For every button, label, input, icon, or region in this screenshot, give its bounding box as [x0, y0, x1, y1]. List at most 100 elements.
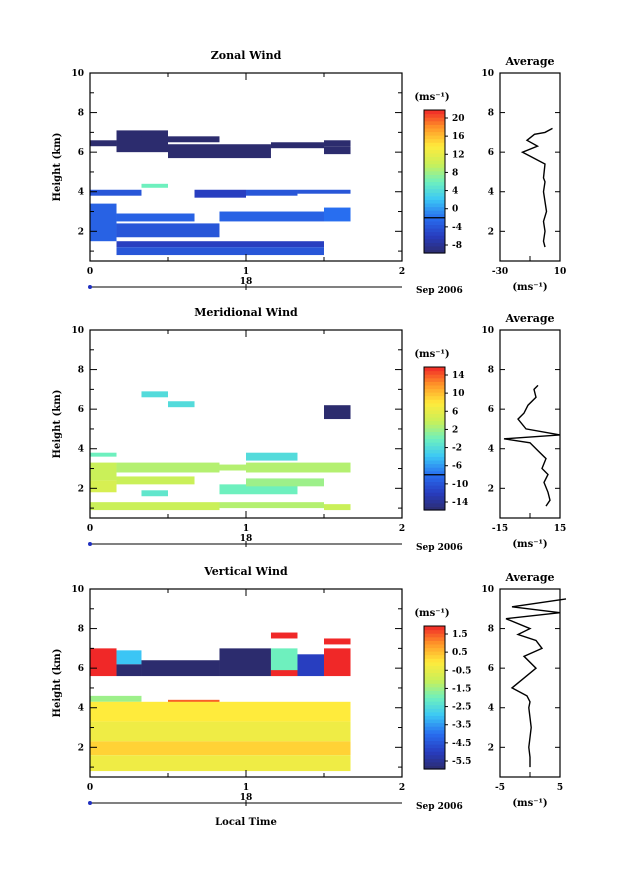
- average-y-tick-label: 4: [488, 704, 494, 714]
- day-label: 18: [240, 277, 253, 287]
- colorbar-segment: [424, 690, 445, 695]
- colorbar-segment: [424, 377, 445, 382]
- heatmap-cell: [116, 650, 142, 665]
- colorbar-segment: [424, 427, 445, 432]
- y-axis-label: Height (km): [52, 649, 63, 718]
- y-tick-label: 6: [78, 405, 84, 415]
- heatmap-cell: [324, 405, 351, 420]
- colorbar-segment: [424, 459, 445, 465]
- heatmap-cell: [90, 502, 220, 511]
- colorbar-segment: [424, 661, 445, 666]
- heatmap-cell: [116, 664, 142, 677]
- day-label: 18: [240, 793, 253, 803]
- colorbar-segment: [424, 395, 445, 400]
- colorbar-segment: [424, 152, 445, 158]
- y-tick-label: 8: [78, 625, 84, 635]
- colorbar-segment: [424, 686, 445, 691]
- colorbar-segment: [424, 195, 445, 200]
- colorbar-frame: [423, 109, 446, 254]
- average-profile-line: [520, 127, 553, 248]
- colorbar-segment: [424, 683, 445, 688]
- colorbar-segment: [424, 131, 445, 136]
- colorbar-segment: [424, 110, 445, 115]
- colorbar-segment: [424, 626, 445, 631]
- heatmap-cell: [90, 695, 142, 702]
- colorbar-segment: [424, 701, 445, 706]
- colorbar-frame: [423, 366, 446, 511]
- colorbar-segment: [424, 249, 445, 254]
- heatmap-cell: [270, 670, 298, 677]
- colorbar-segment: [424, 722, 445, 727]
- colorbar-tick-label: 1.5: [452, 630, 468, 640]
- colorbar-segment: [424, 384, 445, 390]
- x-axis-label: Local Time: [215, 817, 277, 828]
- heatmap-cell: [116, 247, 325, 256]
- y-tick-label: 6: [78, 148, 84, 158]
- colorbar-segment: [424, 708, 445, 713]
- heatmap-cell: [141, 136, 220, 143]
- colorbar-segment: [424, 506, 445, 511]
- colorbar-segment: [424, 177, 445, 183]
- heatmap-cell: [90, 721, 351, 742]
- colorbar-segment: [424, 199, 445, 204]
- colorbar-segment: [424, 456, 445, 461]
- average-y-tick-label: 6: [488, 664, 494, 674]
- date-label: Sep 2006: [416, 543, 463, 553]
- y-tick-label: 2: [78, 484, 84, 494]
- y-tick-label: 6: [78, 664, 84, 674]
- colorbar-segment: [424, 113, 445, 118]
- colorbar-segment: [424, 160, 445, 165]
- colorbar-segment: [424, 743, 445, 749]
- day-label: 18: [240, 534, 253, 544]
- colorbar-segment: [424, 672, 445, 677]
- colorbar-segment: [424, 149, 445, 154]
- colorbar-segment: [424, 192, 445, 197]
- colorbar-segment: [424, 420, 445, 425]
- x-tick-label: 1: [243, 783, 249, 793]
- colorbar-segment: [424, 502, 445, 508]
- colorbar-segment: [424, 156, 445, 161]
- heatmap-cell: [324, 648, 351, 677]
- colorbar-segment: [424, 668, 445, 674]
- colorbar-segment: [424, 747, 445, 752]
- colorbar-segment: [424, 654, 445, 659]
- average-y-tick-label: 6: [488, 405, 494, 415]
- colorbar-tick-label: -4.5: [452, 739, 471, 749]
- colorbar-segment: [424, 729, 445, 734]
- colorbar-segment: [424, 388, 445, 393]
- panel-title: Meridional Wind: [194, 306, 298, 319]
- y-tick-label: 8: [78, 109, 84, 119]
- colorbar-segment: [424, 224, 445, 229]
- heatmap-cell: [194, 189, 246, 198]
- average-x-tick-label: -15: [492, 524, 508, 534]
- colorbar-segment: [424, 445, 445, 450]
- colorbar-tick-label: 6: [452, 407, 458, 417]
- average-y-tick-label: 2: [488, 227, 494, 237]
- colorbar-segment: [424, 736, 445, 741]
- colorbar-segment: [424, 117, 445, 122]
- colorbar-unit: (ms⁻¹): [414, 608, 449, 619]
- colorbar-segment: [424, 170, 445, 175]
- colorbar-segment: [424, 174, 445, 179]
- panel-title: Vertical Wind: [203, 565, 288, 578]
- colorbar-segment: [424, 213, 445, 218]
- y-axis-label: Height (km): [52, 390, 63, 459]
- colorbar-segment: [424, 406, 445, 411]
- colorbar-segment: [424, 751, 445, 756]
- average-y-tick-label: 4: [488, 188, 494, 198]
- colorbar-tick-label: 0: [452, 205, 458, 215]
- colorbar-tick-label: 20: [452, 114, 465, 124]
- x-tick-label: 0: [87, 267, 93, 277]
- colorbar-tick-label: -4: [452, 223, 462, 233]
- average-y-tick-label: 4: [488, 445, 494, 455]
- colorbar-segment: [424, 718, 445, 724]
- heatmap-cell: [246, 462, 351, 473]
- colorbar-segment: [424, 185, 445, 190]
- colorbar-segment: [424, 693, 445, 699]
- colorbar-segment: [424, 138, 445, 143]
- colorbar-segment: [424, 402, 445, 407]
- colorbar-segment: [424, 167, 445, 172]
- heatmap-cell: [116, 213, 195, 222]
- x-tick-label: 0: [87, 783, 93, 793]
- heatmap-cell: [90, 140, 117, 147]
